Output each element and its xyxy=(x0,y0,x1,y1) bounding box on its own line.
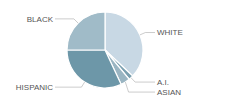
pie-slice xyxy=(67,50,121,88)
pie: WHITE A.I.ASIAN HISPANIC BLACK xyxy=(16,12,183,97)
slice-label: A.I. xyxy=(157,78,169,87)
slice-label: ASIAN xyxy=(157,88,181,97)
leader-line xyxy=(131,78,155,82)
slice-label: WHITE xyxy=(157,28,183,37)
slice-label: HISPANIC xyxy=(16,83,53,92)
leader-line xyxy=(55,19,78,23)
leader-line xyxy=(125,82,155,92)
leader-line xyxy=(140,33,155,35)
slice-label: BLACK xyxy=(27,15,54,24)
leader-line xyxy=(55,82,85,87)
chart: WHITE A.I.ASIAN HISPANIC BLACK xyxy=(0,0,240,100)
pie-slice xyxy=(67,12,105,50)
